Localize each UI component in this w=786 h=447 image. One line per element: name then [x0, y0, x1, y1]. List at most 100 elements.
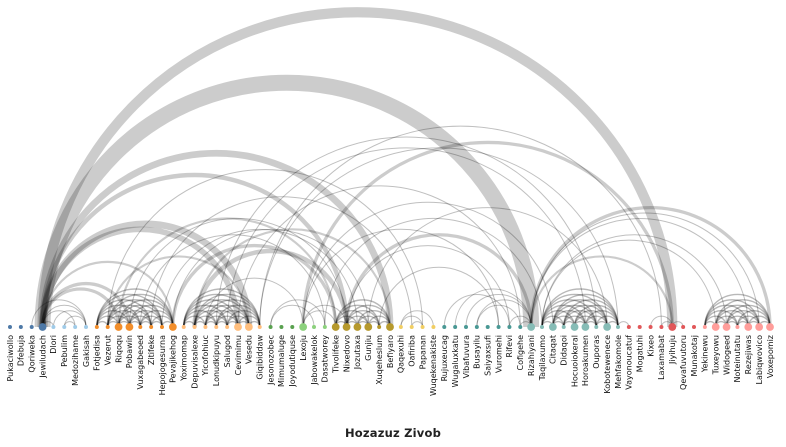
arc-link: [400, 315, 424, 328]
arc-link: [270, 304, 315, 328]
arc-link: [595, 315, 619, 328]
node-label: Kixeo: [646, 335, 655, 357]
arc-link: [573, 310, 608, 328]
node-label: Hocuoiokeral: [570, 335, 579, 387]
node-dot: [659, 325, 664, 329]
arc-link: [541, 299, 597, 328]
node-label: Wugaluxkatu: [451, 335, 460, 387]
arc-link: [335, 315, 359, 328]
arc-link: [541, 310, 576, 328]
node-dot: [257, 325, 262, 329]
arc-link: [530, 212, 760, 328]
arc-link: [465, 293, 532, 328]
node-label: Dfebuja: [17, 335, 26, 366]
node-label: Fotjedisa: [93, 335, 102, 371]
node-dot: [431, 325, 436, 329]
arc-link: [715, 310, 749, 328]
arc-link: [193, 293, 261, 328]
node-dot: [105, 325, 110, 329]
arc-links: [31, 7, 772, 328]
node-dot: [214, 325, 219, 329]
arc-link: [128, 217, 348, 328]
node-label: Tivolifeke: [332, 335, 341, 374]
node-dot: [114, 323, 123, 331]
arc-link: [335, 304, 380, 328]
arc-link: [42, 310, 76, 328]
arc-link: [183, 288, 261, 328]
arc-link: [215, 304, 261, 328]
arc-link: [725, 315, 749, 328]
arc-link: [541, 288, 619, 328]
node-label: Pebulim: [60, 335, 69, 367]
arc-link: [107, 299, 163, 328]
node-label: Jiyihuju: [668, 335, 677, 365]
arc-link: [39, 220, 253, 328]
node-dot: [38, 323, 47, 331]
node-label: Gakisah: [82, 335, 91, 367]
node-dot: [225, 325, 230, 329]
arc-link: [715, 304, 760, 328]
arc-link: [302, 201, 554, 328]
node-label: Jesonozobec: [266, 335, 275, 386]
arc-link: [259, 125, 662, 328]
arc-link: [454, 288, 532, 328]
node-dot: [626, 325, 631, 329]
arc-link: [204, 315, 228, 328]
arc-link: [541, 239, 717, 328]
node-label: Vibafuvura: [462, 335, 471, 378]
arc-link: [302, 229, 500, 328]
arc-link: [39, 226, 241, 328]
arc-link: [193, 310, 228, 328]
node-dot: [94, 325, 99, 329]
arc-link: [476, 304, 521, 328]
node-label: Zitifeke: [147, 335, 156, 365]
arc-link: [650, 315, 673, 328]
arc-link: [107, 304, 152, 328]
node-dot: [138, 325, 143, 329]
node-label: Mimumaluge: [277, 335, 286, 387]
node-dot: [616, 325, 620, 329]
arc-link: [541, 234, 728, 328]
node-label: Laxamabat: [657, 335, 666, 380]
arc-link: [530, 217, 749, 328]
arc-link: [356, 310, 391, 328]
node-label: Lexoju: [299, 335, 308, 361]
node-dot: [386, 323, 394, 331]
node-dot: [464, 325, 468, 329]
arc-link: [573, 315, 597, 328]
node-dot: [722, 323, 731, 331]
arc-link: [367, 207, 608, 328]
node-dot: [299, 323, 308, 331]
node-dot: [322, 325, 327, 329]
node-dot: [149, 325, 154, 329]
arc-link: [128, 304, 174, 328]
arc-link: [335, 310, 369, 328]
node-dot: [603, 323, 612, 331]
arc-link: [204, 310, 239, 328]
node-dot: [453, 325, 458, 329]
arc-link: [237, 185, 521, 328]
diagram-title: Hozazuz Zivob: [344, 426, 442, 440]
node-dot: [755, 323, 764, 331]
node-dot: [681, 325, 686, 329]
arc-link: [39, 149, 394, 328]
node-label: Papanan: [418, 335, 427, 369]
arc-link: [736, 310, 771, 328]
node-label: Giqibiddaw: [256, 335, 265, 380]
arc-link: [117, 217, 337, 328]
node-label: Medozihame: [71, 335, 80, 386]
node-label: Didaqoi: [560, 335, 569, 366]
arc-link: [40, 173, 349, 328]
node-dot: [692, 325, 696, 329]
arc-link: [96, 304, 141, 328]
arc-link: [226, 310, 261, 328]
node-label: Yicofohiuc: [201, 335, 210, 377]
arc-link: [344, 233, 533, 328]
arc-link: [139, 315, 163, 328]
node-label: Busayilu: [473, 335, 482, 369]
arc-link: [541, 293, 608, 328]
node-dot: [581, 323, 590, 331]
node-label: Jozutaxa: [353, 335, 362, 370]
arc-link: [400, 310, 434, 328]
